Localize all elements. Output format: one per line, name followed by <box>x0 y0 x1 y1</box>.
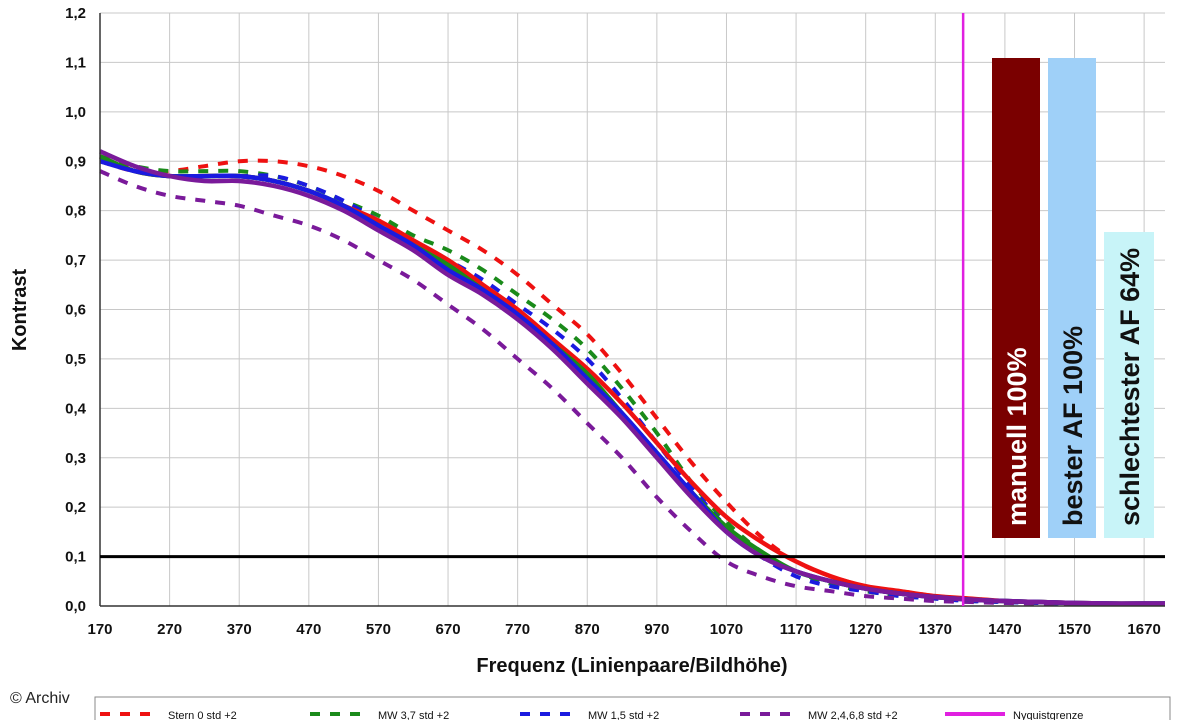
x-axis-label: Frequenz (Linienpaare/Bildhöhe) <box>476 655 787 677</box>
y-tick-label: 0,7 <box>65 252 86 269</box>
x-tick-label: 170 <box>87 621 112 638</box>
y-tick-label: 1,0 <box>65 104 86 121</box>
series-line-3 <box>99 169 1165 606</box>
bar-2 <box>1104 232 1154 538</box>
bar-1 <box>1048 58 1096 538</box>
x-tick-label: 470 <box>296 621 321 638</box>
x-tick-label: 1170 <box>780 621 813 638</box>
x-tick-label: 1270 <box>849 621 882 638</box>
bar-label: manuell 100% <box>1002 347 1032 526</box>
y-tick-label: 0,3 <box>65 450 86 467</box>
series-lines <box>99 149 1165 606</box>
legend-label: MW 1,5 std +2 <box>588 710 659 720</box>
bar-label: bester AF 100% <box>1058 326 1088 526</box>
autofocus-bars: manuell 100% bester AF 100% schlechtester … <box>992 58 1154 538</box>
y-tick-label: 0,1 <box>65 549 86 566</box>
copyright-credit: © Archiv <box>10 690 70 707</box>
legend-box <box>94 696 1171 720</box>
grid-lines <box>99 12 1165 607</box>
y-tick-label: 0,4 <box>65 400 87 417</box>
series-line-7 <box>99 149 1165 606</box>
legend-label: Stern 0 std +2 <box>168 710 237 720</box>
x-tick-label: 370 <box>227 621 252 638</box>
x-tick-label: 770 <box>505 621 530 638</box>
x-tick-label: 1370 <box>919 621 952 638</box>
legend-label: Nyquistgrenze <box>1013 710 1083 720</box>
legend: Stern 0 std +2 MW 3,7 std +2 MW 1,5 std +2… <box>94 696 1171 720</box>
y-axis-label: Kontrast <box>9 269 31 352</box>
x-tick-label: 1470 <box>988 621 1021 638</box>
x-tick-label: 1070 <box>710 621 743 638</box>
x-tick-label: 970 <box>644 621 669 638</box>
y-tick-label: 0,9 <box>65 153 86 170</box>
x-tick-label: 1670 <box>1127 621 1160 638</box>
bar-label: schlechtester AF 64% <box>1115 248 1145 526</box>
x-tick-label: 570 <box>366 621 391 638</box>
y-tick-label: 0,6 <box>65 302 86 319</box>
x-tick-label: 670 <box>436 621 461 638</box>
bar-0 <box>992 58 1040 538</box>
y-tick-label: 0,2 <box>65 499 86 516</box>
legend-label: MW 2,4,6,8 std +2 <box>808 710 898 720</box>
legend-label: MW 3,7 std +2 <box>378 710 449 720</box>
y-tick-label: 1,2 <box>65 5 86 22</box>
x-tick-label: 1570 <box>1058 621 1091 638</box>
y-tick-label: 1,1 <box>65 54 86 71</box>
x-tick-label: 270 <box>157 621 182 638</box>
y-tick-label: 0,0 <box>65 598 86 615</box>
y-tick-label: 0,5 <box>65 351 86 368</box>
x-tick-label: 870 <box>575 621 600 638</box>
axes: 170 270 370 470 570 670 770 870 970 1070 1170 1270 1… <box>65 5 1165 638</box>
y-tick-label: 0,8 <box>65 203 86 220</box>
